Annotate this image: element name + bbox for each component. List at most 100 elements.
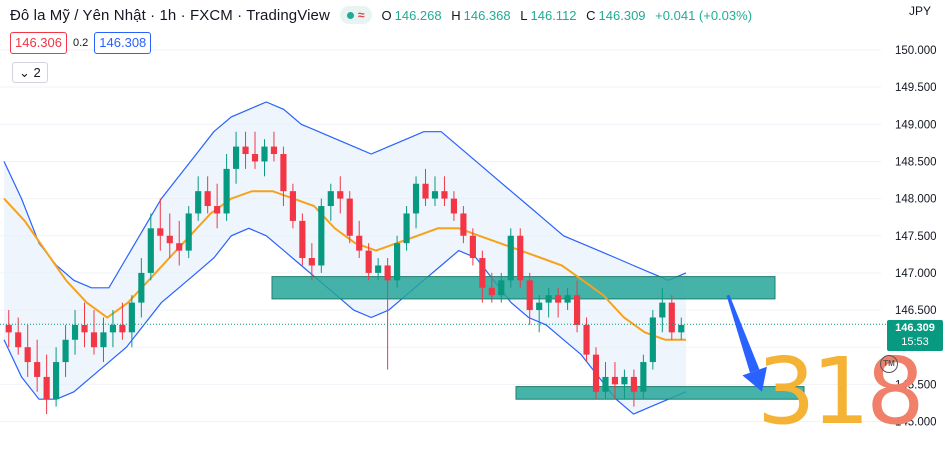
arrow-shaft [726, 294, 760, 373]
candle-body [15, 332, 22, 348]
candle-body [564, 295, 571, 303]
chevron-down-icon: ⌄ [19, 65, 30, 80]
open-value: 146.268 [394, 7, 442, 23]
price-tick-label: 150.000 [895, 45, 937, 57]
candle-body [337, 191, 344, 199]
candle-body [479, 258, 486, 288]
candle-body [185, 213, 192, 251]
candle-body [403, 213, 410, 244]
open-label: O [381, 7, 392, 23]
watermark-logo: 318 [757, 346, 925, 438]
candle-body [81, 324, 88, 333]
candle-body [583, 324, 590, 355]
price-zone [515, 386, 805, 400]
high-value: 146.368 [463, 7, 511, 23]
watermark-digits: 31 [757, 338, 870, 445]
countdown-timer: 15:53 [901, 336, 929, 348]
candle-body [356, 235, 363, 251]
wave-icon: ≈ [357, 8, 365, 22]
candle-body [526, 280, 533, 311]
price-tick-label: 148.000 [895, 194, 937, 206]
candle-body [573, 295, 581, 325]
support-resistance-zones[interactable] [271, 276, 805, 400]
candle-body [422, 183, 429, 199]
indicator-count: 2 [33, 65, 41, 80]
upper-band-line [3, 101, 687, 289]
candlesticks [5, 131, 685, 415]
price-tick-label: 147.500 [895, 231, 937, 243]
candle-body [640, 362, 647, 392]
status-pill[interactable]: ≈ [339, 6, 372, 24]
close-value: 146.309 [598, 7, 646, 23]
candle-body [602, 376, 609, 392]
candle-body [365, 250, 372, 273]
candle-body [592, 354, 600, 392]
symbol-header: Đô la Mỹ / Yên Nhật · 1h · FXCM · Tradin… [10, 5, 755, 25]
candle-body [195, 191, 202, 214]
candle-body [242, 146, 249, 155]
candle-body [545, 295, 552, 303]
candle-body [384, 265, 391, 281]
price-tick-label: 148.500 [895, 156, 937, 168]
candle-body [630, 376, 637, 392]
candle-body [327, 191, 334, 207]
candle-body [214, 206, 221, 214]
candle-body [166, 235, 173, 244]
band-fill [4, 102, 686, 415]
candle-body [62, 339, 69, 363]
candle-body [375, 265, 382, 273]
candle-body [555, 295, 562, 303]
candle-body [119, 324, 126, 333]
candle-body [536, 302, 543, 311]
candle-body [441, 191, 448, 199]
price-tick-label: 149.000 [895, 119, 937, 131]
symbol-title[interactable]: Đô la Mỹ / Yên Nhật · 1h · FXCM · Tradin… [10, 6, 330, 24]
candle-body [100, 332, 107, 348]
candle-body [5, 324, 12, 333]
candle-body [611, 376, 619, 385]
watermark-last-digit: 8 [866, 338, 925, 445]
candle-body [251, 154, 259, 162]
buy-button[interactable]: 146.308 [94, 32, 152, 54]
price-tick-label: 145.000 [895, 417, 937, 429]
price-tick-label: 145.500 [895, 379, 937, 391]
candle-body [147, 228, 154, 273]
trademark-icon: TM [880, 355, 898, 373]
trade-prices: 146.306 0.2 146.308 [10, 32, 152, 54]
candle-body [176, 243, 183, 251]
candle-body [109, 324, 117, 333]
ma-line [3, 190, 686, 341]
candle-body [469, 235, 476, 259]
low-label: L [520, 7, 528, 23]
candle-body [488, 287, 495, 296]
candle-body [232, 146, 240, 169]
change-value: +0.041 (+0.03%) [655, 7, 753, 23]
spread-value: 0.2 [73, 37, 89, 49]
last-price-badge: 146.309 15:53 [887, 320, 943, 351]
lower-band-line [3, 227, 687, 415]
moving-average-line [3, 190, 686, 341]
candle-body [460, 213, 467, 236]
candle-body [128, 302, 135, 333]
candle-body [431, 191, 439, 199]
projection-arrow-icon[interactable] [726, 294, 767, 392]
candle-body [308, 258, 315, 266]
sell-button[interactable]: 146.306 [10, 32, 67, 54]
low-value: 146.112 [530, 7, 577, 23]
candle-body [394, 243, 401, 281]
candle-body [270, 146, 278, 155]
candle-body [649, 317, 656, 363]
candle-body [507, 235, 514, 281]
candle-body [24, 347, 31, 363]
candle-body [450, 198, 458, 214]
currency-label[interactable]: JPY [908, 4, 931, 18]
price-tick-label: 147.000 [895, 268, 937, 280]
candle-body [621, 376, 628, 385]
candle-body [289, 191, 296, 221]
price-tick-label: 146.500 [895, 305, 937, 317]
last-price-value: 146.309 [895, 322, 935, 334]
candle-body [412, 183, 420, 214]
ohlc-values: O 146.268 H 146.368 L 146.112 C 146.309 +0.0… [382, 8, 756, 23]
indicators-toggle-button[interactable]: ⌄ 2 [12, 62, 48, 83]
